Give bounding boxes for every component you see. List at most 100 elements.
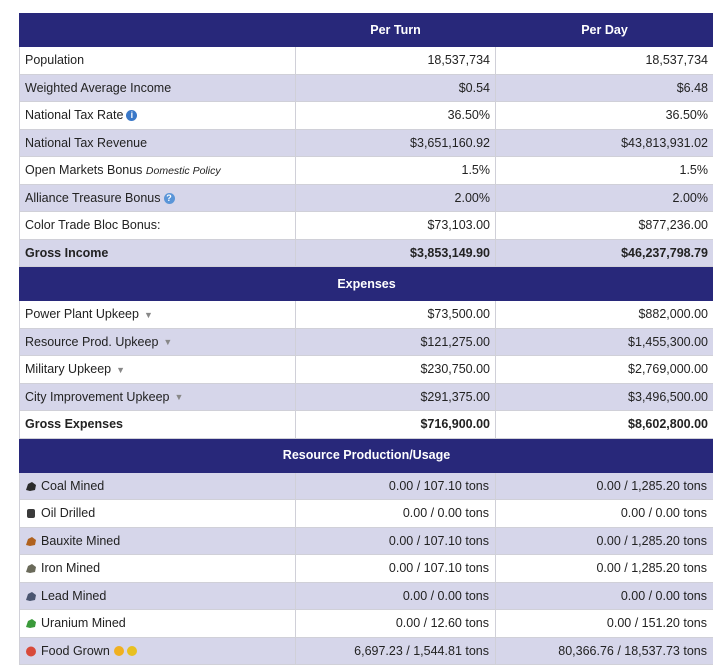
row-label: Alliance Treasure Bonus [25,191,161,205]
row-label: Gross Expenses [25,417,123,431]
row-label: Food Grown [41,644,110,658]
expense-row: City Improvement Upkeep▼$291,375.00$3,49… [20,383,713,411]
row-label: Lead Mined [41,589,106,603]
resource-row-per-turn: 0.00 / 0.00 tons [296,500,496,528]
chevron-down-icon[interactable]: ▼ [116,365,125,375]
food-icon [25,646,37,657]
gross-expenses-row-per-turn: $716,900.00 [296,411,496,439]
happy-icon [114,646,124,656]
resource-row-label-cell: Bauxite Mined [20,527,296,555]
income-row-label-cell: National Tax Revenue [20,129,296,157]
expense-row-label-cell: Resource Prod. Upkeep▼ [20,328,296,356]
income-row: National Tax Revenue $3,651,160.92$43,813… [20,129,713,157]
income-row: Color Trade Bloc Bonus:$73,103.00$877,23… [20,212,713,240]
header-per-turn: Per Turn [296,14,496,47]
resource-row-per-day: 0.00 / 1,285.20 tons [496,555,713,583]
income-row-per-day: 36.50% [496,102,713,130]
coal-icon [25,481,37,492]
row-label: Military Upkeep [25,362,111,376]
income-row-per-day: 18,537,734 [496,47,713,75]
income-row-per-turn: 2.00% [296,184,496,212]
resource-row-label-cell: Food Grown [20,637,296,665]
expense-row: Military Upkeep▼$230,750.00$2,769,000.00 [20,356,713,384]
resource-row-per-turn: 0.00 / 0.00 tons [296,582,496,610]
row-label: Oil Drilled [41,506,95,520]
resource-header: Resource Production/Usage [20,438,713,472]
resource-row-per-day: 0.00 / 1,285.20 tons [496,527,713,555]
resource-row-per-turn: 0.00 / 107.10 tons [296,527,496,555]
resource-row-label-cell: Iron Mined [20,555,296,583]
row-label: Bauxite Mined [41,534,120,548]
resource-row-per-day: 80,366.76 / 18,537.73 tons [496,637,713,665]
iron-icon [25,563,37,574]
info-icon[interactable]: i [126,110,137,121]
income-row-label-cell: Color Trade Bloc Bonus: [20,212,296,240]
expense-row: Power Plant Upkeep▼$73,500.00$882,000.00 [20,301,713,329]
income-row-label-cell: Weighted Average Income [20,74,296,102]
gross-expenses-row: Gross Expenses $716,900.00$8,602,800.00 [20,411,713,439]
header-per-day: Per Day [496,14,713,47]
resource-row-per-turn: 6,697.23 / 1,544.81 tons [296,637,496,665]
chevron-down-icon[interactable]: ▼ [175,392,184,402]
header-blank [20,14,296,47]
income-row-per-day: 2.00% [496,184,713,212]
resource-row-per-turn: 0.00 / 107.10 tons [296,555,496,583]
row-label: Weighted Average Income [25,81,171,95]
expense-row-label-cell: Power Plant Upkeep ▼ [20,301,296,329]
resource-row-per-turn: 0.00 / 107.10 tons [296,472,496,500]
income-row: Alliance Treasure Bonus?2.00%2.00% [20,184,713,212]
income-row: Weighted Average Income$0.54$6.48 [20,74,713,102]
income-row-per-day: $6.48 [496,74,713,102]
expenses-header-title: Expenses [20,267,713,301]
row-label: National Tax Revenue [25,136,147,150]
help-icon[interactable]: ? [164,193,175,204]
row-label: Power Plant Upkeep [25,307,139,321]
resource-row-per-day: 0.00 / 151.20 tons [496,610,713,638]
gross-income-row: Gross Income $3,853,149.90$46,237,798.79 [20,239,713,267]
bauxite-icon [25,536,37,547]
radiation-icon [127,646,137,656]
expense-row-per-day: $2,769,000.00 [496,356,713,384]
gross-expenses-row-per-day: $8,602,800.00 [496,411,713,439]
expense-row-per-turn: $121,275.00 [296,328,496,356]
income-row-label-cell: Alliance Treasure Bonus? [20,184,296,212]
gross-income-row-per-turn: $3,853,149.90 [296,239,496,267]
chevron-down-icon[interactable]: ▼ [144,310,153,320]
row-label: Open Markets Bonus [25,163,142,177]
row-label: Iron Mined [41,561,100,575]
row-label: National Tax Rate [25,108,123,122]
resource-row-label-cell: Oil Drilled [20,500,296,528]
expenses-header: Expenses [20,267,713,301]
income-row-per-day: $43,813,931.02 [496,129,713,157]
resource-row-per-turn: 0.00 / 12.60 tons [296,610,496,638]
row-label: Population [25,53,84,67]
income-row-per-turn: 18,537,734 [296,47,496,75]
row-label: Coal Mined [41,479,104,493]
expense-row-per-day: $1,455,300.00 [496,328,713,356]
resource-row-label-cell: Uranium Mined [20,610,296,638]
income-row-per-turn: $3,651,160.92 [296,129,496,157]
policy-note: Domestic Policy [146,165,221,177]
row-label: Uranium Mined [41,616,126,630]
resource-row-per-day: 0.00 / 1,285.20 tons [496,472,713,500]
gross-income-row-per-day: $46,237,798.79 [496,239,713,267]
resource-row-label-cell: Coal Mined [20,472,296,500]
uranium-icon [25,618,37,629]
chevron-down-icon[interactable]: ▼ [163,337,172,347]
income-row-per-day: $877,236.00 [496,212,713,240]
resource-row-label-cell: Lead Mined [20,582,296,610]
top-strip [19,0,713,13]
expense-row-label-cell: Military Upkeep ▼ [20,356,296,384]
expense-row-per-day: $3,496,500.00 [496,383,713,411]
row-label: Gross Income [25,246,108,260]
